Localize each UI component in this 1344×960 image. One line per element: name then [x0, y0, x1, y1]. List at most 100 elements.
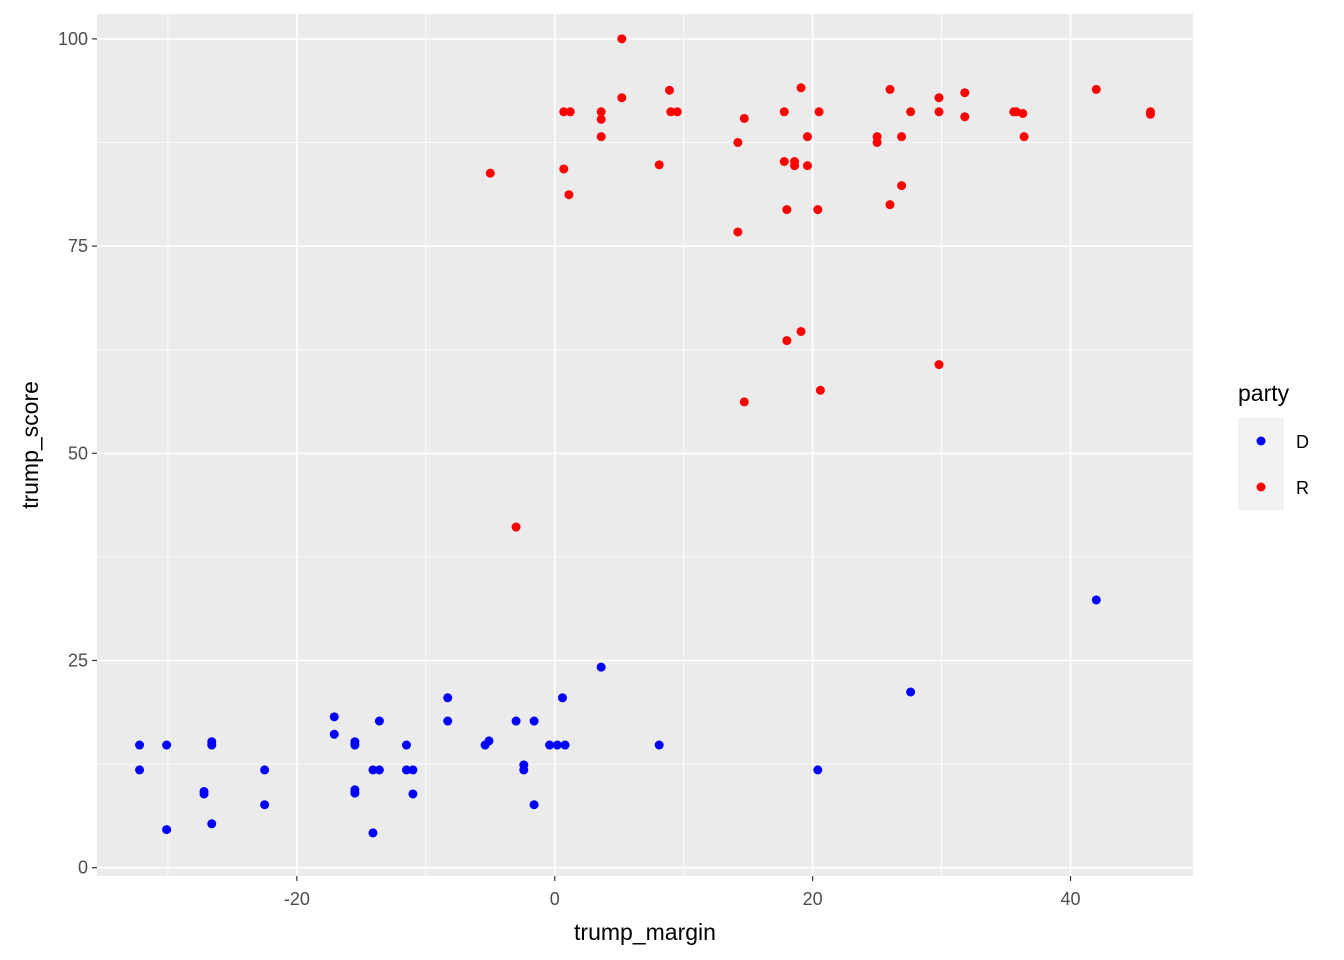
y-axis: 0 25 50 75 100	[58, 29, 97, 878]
point-d	[443, 693, 453, 703]
point-d	[654, 740, 664, 750]
y-axis-title: trump_score	[17, 381, 43, 509]
point-r	[485, 168, 495, 178]
point-r	[782, 336, 792, 346]
point-d	[199, 789, 209, 799]
point-d	[813, 765, 823, 775]
data-points	[135, 34, 1155, 838]
point-d	[374, 716, 384, 726]
point-r	[897, 132, 907, 142]
point-r	[790, 161, 800, 171]
grid-major	[97, 14, 1193, 876]
point-r	[934, 93, 944, 103]
point-d	[207, 819, 217, 829]
legend: party D R	[1238, 380, 1309, 510]
point-r	[596, 132, 606, 142]
point-r	[934, 360, 944, 370]
x-axis: -20 0 20 40	[284, 876, 1081, 909]
x-tick-label: 20	[803, 889, 823, 909]
point-r	[813, 205, 823, 215]
point-r	[733, 137, 743, 147]
y-tick-label: 0	[78, 858, 88, 878]
point-r	[885, 200, 895, 210]
point-r	[885, 84, 895, 94]
y-tick-label: 100	[58, 29, 88, 49]
point-r	[906, 107, 916, 117]
point-r	[934, 107, 944, 117]
point-d	[552, 740, 562, 750]
point-d	[368, 828, 378, 838]
point-d	[443, 716, 453, 726]
plot-panel	[97, 14, 1193, 876]
point-d	[408, 789, 418, 799]
y-tick-label: 25	[68, 651, 88, 671]
point-d	[162, 740, 172, 750]
point-d	[260, 765, 270, 775]
x-tick-label: 0	[550, 889, 560, 909]
point-d	[401, 765, 411, 775]
x-axis-title: trump_margin	[574, 919, 716, 945]
point-d	[484, 736, 494, 746]
legend-label-r: R	[1296, 478, 1309, 498]
point-r	[672, 107, 682, 117]
legend-title: party	[1238, 380, 1290, 406]
point-d	[560, 740, 570, 750]
point-d	[374, 765, 384, 775]
point-r	[802, 161, 812, 171]
legend-marker-d	[1256, 436, 1266, 446]
point-r	[654, 160, 664, 170]
point-r	[596, 114, 606, 124]
point-d	[545, 740, 555, 750]
point-r	[511, 522, 521, 532]
legend-marker-r	[1256, 482, 1266, 492]
point-r	[565, 107, 575, 117]
point-r	[617, 34, 627, 44]
point-r	[733, 227, 743, 237]
point-d	[401, 740, 411, 750]
point-r	[1091, 84, 1101, 94]
y-tick-label: 50	[68, 443, 88, 463]
point-r	[782, 205, 792, 215]
x-tick-label: -20	[284, 889, 310, 909]
y-tick-label: 75	[68, 236, 88, 256]
point-r	[960, 112, 970, 122]
point-d	[368, 765, 378, 775]
point-r	[779, 107, 789, 117]
point-d	[519, 765, 529, 775]
point-r	[564, 190, 574, 200]
x-tick-label: 40	[1060, 889, 1080, 909]
point-d	[329, 729, 339, 739]
point-r	[1145, 109, 1155, 119]
point-d	[529, 716, 539, 726]
point-d	[1091, 595, 1101, 605]
point-d	[511, 716, 521, 726]
point-d	[557, 693, 567, 703]
point-r	[739, 397, 749, 407]
point-d	[162, 825, 172, 835]
point-r	[1019, 132, 1029, 142]
point-r	[617, 93, 627, 103]
point-r	[814, 107, 824, 117]
point-d	[135, 765, 145, 775]
point-r	[960, 88, 970, 98]
grid-minor	[97, 14, 1193, 876]
point-r	[872, 137, 882, 147]
point-d	[207, 740, 217, 750]
point-r	[796, 326, 806, 336]
point-r	[596, 107, 606, 117]
point-r	[779, 157, 789, 167]
point-r	[815, 385, 825, 395]
point-r	[739, 113, 749, 123]
point-r	[664, 85, 674, 95]
point-r	[1018, 108, 1028, 118]
point-d	[260, 800, 270, 810]
point-d	[408, 765, 418, 775]
point-d	[906, 687, 916, 697]
point-d	[350, 740, 360, 750]
point-d	[596, 662, 606, 672]
point-r	[559, 164, 569, 174]
point-r	[796, 83, 806, 93]
legend-label-d: D	[1296, 432, 1309, 452]
point-d	[350, 788, 360, 798]
point-r	[559, 107, 569, 117]
